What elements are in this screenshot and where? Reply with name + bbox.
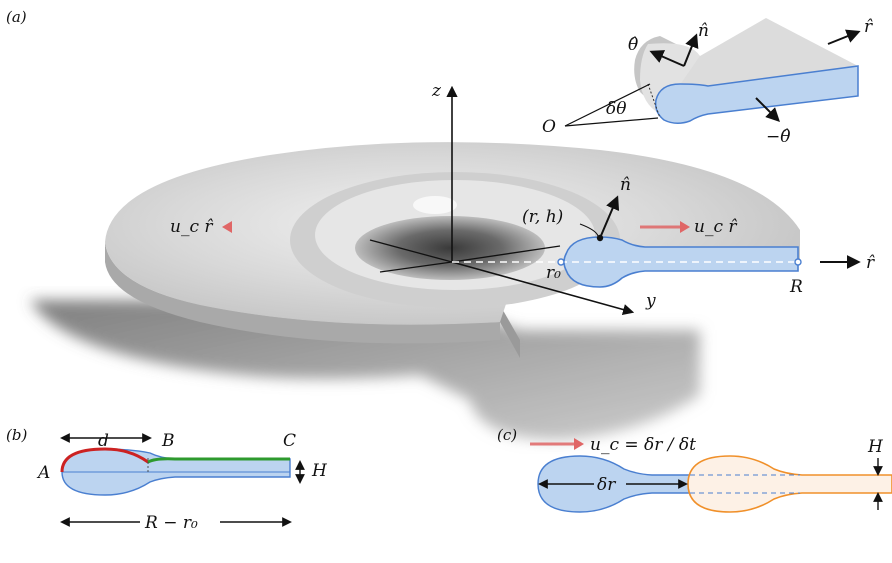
inset-r-label: r̂	[864, 17, 873, 37]
point-R	[794, 258, 802, 266]
inset-ray-lower	[564, 117, 659, 127]
delta-r-label: δr	[597, 475, 616, 495]
coordinate-axes	[369, 85, 798, 315]
panel-c-label: (c)	[497, 426, 517, 444]
inset-theta-arrow	[649, 50, 685, 67]
width-label-mask	[140, 510, 220, 532]
sheet-shadow	[30, 300, 700, 440]
inset-normal-arrow	[683, 33, 699, 67]
r0-label: r₀	[546, 263, 561, 283]
delta-r-mask	[594, 471, 626, 493]
rim-point-label: (r, h)	[522, 207, 563, 227]
point-B-label: B	[161, 431, 175, 451]
velocity-arrowhead-right	[680, 221, 690, 233]
annular-sheet	[105, 142, 800, 358]
R-label: R	[789, 277, 803, 297]
velocity-arrowhead-left	[222, 221, 232, 233]
normal-label: n̂	[620, 175, 631, 195]
point-A-label: A	[36, 463, 50, 483]
panel-b-label: (b)	[6, 426, 27, 444]
d-label: d	[98, 431, 109, 451]
inset-normal-label: n̂	[698, 21, 709, 41]
velocity-right-label: u_c r̂	[694, 217, 737, 237]
inset-origin-label: O	[542, 117, 556, 137]
axis-y-label: y	[645, 291, 656, 311]
panel-c-velocity-arrowhead	[574, 438, 584, 450]
panel-b-cross-section	[60, 447, 291, 496]
inset-theta-label: θ̂	[628, 35, 638, 55]
H-label-b: H	[311, 461, 328, 481]
axis-z-label: z	[431, 81, 442, 101]
inset-neg-theta-label: −θ̂	[766, 127, 790, 147]
r-hat-label: r̂	[866, 253, 875, 273]
point-C-label: C	[283, 431, 296, 451]
inset-r-arrow	[827, 29, 861, 45]
inset-ray-upper	[564, 83, 651, 127]
normal-arrow	[599, 195, 620, 239]
rim-callout-line	[579, 223, 599, 237]
inset-neg-theta-arrow	[755, 97, 780, 122]
panel-c-velocity-label: u_c = δr / δt	[590, 435, 696, 455]
panel-a-label: (a)	[6, 8, 27, 26]
inset-delta-theta-label: δθ	[606, 99, 626, 119]
point-r0	[557, 258, 565, 266]
velocity-left-label: u_c r̂	[170, 217, 213, 237]
inset-wedge	[634, 18, 859, 124]
width-label: R − r₀	[144, 513, 198, 533]
H-label-c: H	[867, 437, 884, 457]
